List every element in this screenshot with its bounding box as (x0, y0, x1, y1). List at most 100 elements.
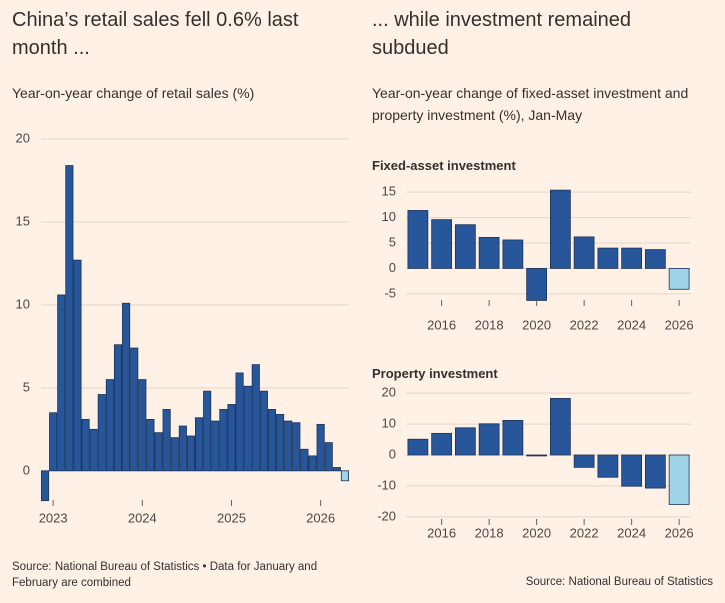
bar (407, 438, 429, 456)
bar (478, 423, 500, 456)
bar (621, 247, 643, 269)
x-tick-label: 2024 (617, 525, 646, 540)
bar (130, 347, 139, 472)
bar (478, 237, 500, 269)
x-tick-label: 2026 (306, 510, 335, 525)
bar (89, 428, 98, 472)
y-tick-label: -20 (377, 508, 396, 523)
bar (57, 294, 66, 472)
x-tick-label: 2022 (570, 525, 599, 540)
bar (645, 249, 666, 269)
bar (621, 454, 643, 487)
chart-subtitle: Year-on-year change of fixed-asset inves… (372, 85, 689, 123)
y-tick-label: 10 (382, 209, 396, 224)
bar (308, 455, 317, 472)
bar (211, 420, 220, 472)
bar (316, 423, 325, 472)
bar (203, 390, 212, 472)
bar (645, 454, 666, 489)
chart-subtitle: Year-on-year change of retail sales (%) (12, 85, 255, 101)
bar (146, 418, 155, 472)
x-tick-label: 2016 (427, 317, 456, 332)
y-tick-label: 0 (389, 260, 396, 275)
bar (431, 432, 452, 456)
bar (49, 412, 58, 472)
bar (340, 470, 349, 482)
bar (162, 409, 171, 472)
chart-title: ... while investment remained subdued (372, 9, 632, 59)
source: Source: National Bureau of Statistics (525, 576, 713, 588)
bar (267, 409, 277, 472)
y-tick-label: 15 (382, 184, 396, 199)
y-tick-label: 20 (16, 130, 30, 145)
x-tick-label: 2016 (427, 525, 456, 540)
bar (97, 394, 106, 472)
bar (243, 385, 252, 472)
bar (668, 454, 690, 505)
bar (284, 420, 293, 472)
bar (186, 435, 195, 472)
source: Source: National Bureau of Statistics • … (12, 561, 318, 589)
y-tick-label: 10 (382, 416, 396, 431)
y-tick-label: 10 (16, 296, 30, 311)
bar (454, 427, 476, 456)
x-tick-label: 2026 (665, 317, 694, 332)
bar (170, 437, 179, 472)
bar (73, 259, 82, 472)
bar (668, 268, 690, 290)
x-tick-label: 2018 (475, 317, 504, 332)
bar (502, 419, 524, 456)
bar (41, 470, 50, 502)
x-tick-label: 2020 (522, 317, 551, 332)
y-tick-label: -10 (377, 477, 396, 492)
bar (324, 442, 333, 472)
y-tick-label: 20 (382, 385, 396, 400)
bar (219, 409, 228, 472)
y-tick-label: 5 (23, 379, 30, 394)
y-tick-label: 15 (16, 213, 30, 228)
panel-title: Property investment (372, 366, 498, 381)
bar (227, 404, 236, 472)
bar (300, 448, 309, 472)
x-tick-label: 2026 (665, 525, 694, 540)
bar (138, 379, 147, 472)
bar (573, 236, 595, 269)
bar (454, 224, 476, 269)
bar (65, 165, 74, 472)
panel-title: Fixed-asset investment (372, 158, 516, 173)
x-tick-label: 2024 (617, 317, 646, 332)
y-tick-label: 5 (389, 234, 396, 249)
x-tick-label: 2025 (217, 510, 246, 525)
chart-title: China’s retail sales fell 0.6% last mont… (12, 9, 299, 59)
bar (235, 372, 244, 472)
bar (154, 432, 163, 472)
bar (526, 268, 548, 301)
x-tick-label: 2022 (570, 317, 599, 332)
bar (292, 422, 301, 472)
bar (251, 364, 260, 472)
x-tick-label: 2020 (522, 525, 551, 540)
bar (195, 417, 204, 472)
y-tick-label: -5 (384, 285, 396, 300)
x-tick-label: 2023 (39, 510, 68, 525)
y-tick-label: 0 (389, 446, 396, 461)
bar (502, 239, 524, 269)
bar (431, 219, 452, 269)
bar (573, 454, 595, 468)
bar (332, 467, 341, 472)
bar (122, 302, 131, 472)
bar (259, 390, 268, 472)
x-tick-label: 2018 (475, 525, 504, 540)
bar (550, 398, 571, 456)
bar (597, 454, 619, 478)
y-tick-label: 0 (23, 462, 30, 477)
bar (550, 189, 571, 269)
bar (407, 210, 429, 269)
bar (105, 379, 114, 472)
bar (276, 414, 285, 472)
bar (81, 418, 90, 472)
x-tick-label: 2024 (128, 510, 157, 525)
bar (178, 425, 187, 472)
